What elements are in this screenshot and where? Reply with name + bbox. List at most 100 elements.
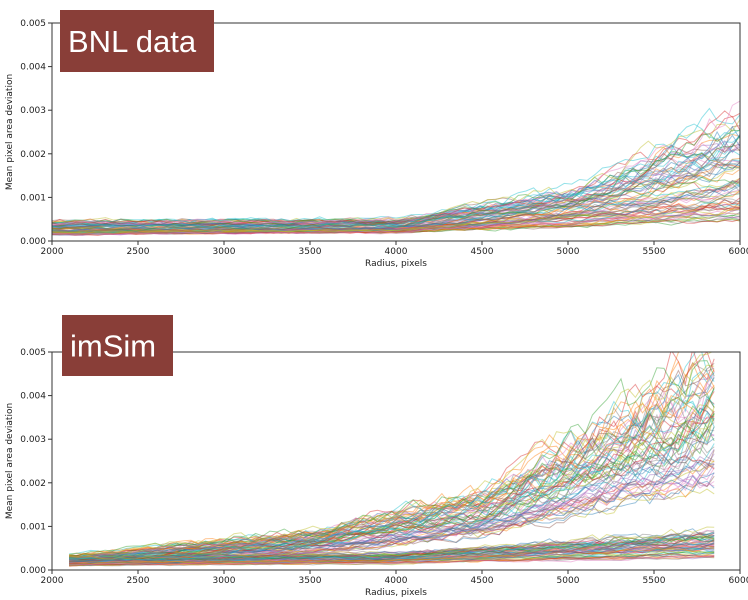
series-line: [69, 554, 715, 567]
series-line: [69, 554, 715, 565]
series-line: [69, 352, 713, 556]
series-line: [52, 183, 740, 231]
series-line: [69, 534, 715, 560]
series-line: [52, 207, 740, 235]
badge-label: imSim: [70, 329, 156, 364]
x-tick-label: 4500: [471, 576, 494, 586]
series-line: [52, 185, 740, 233]
series-line: [69, 434, 715, 562]
series-line: [69, 352, 715, 557]
series-line: [69, 553, 715, 566]
series-line: [52, 161, 740, 229]
series-line: [69, 551, 715, 566]
series-line: [69, 551, 715, 566]
series-line: [69, 535, 715, 560]
x-tick-label: 2500: [127, 247, 150, 257]
series-line: [69, 532, 715, 561]
series-line: [69, 554, 715, 566]
x-tick-label: 2500: [127, 576, 150, 586]
series-line: [69, 417, 715, 561]
series-line: [69, 472, 715, 565]
series-line: [69, 398, 715, 561]
x-tick-label: 5000: [557, 247, 580, 257]
series-line: [69, 429, 715, 565]
series-line: [69, 488, 715, 567]
series-line: [52, 218, 740, 235]
y-axis-label: Mean pixel area deviation: [5, 403, 15, 519]
series-line: [69, 535, 715, 563]
series-line: [52, 145, 740, 229]
series-line: [69, 547, 715, 563]
y-ticks: 0.000 0.001 0.002 0.003 0.004 0.005: [20, 19, 52, 247]
series-line: [69, 542, 715, 563]
series-line: [69, 542, 715, 563]
series-line: [69, 536, 715, 563]
series-line: [52, 180, 740, 233]
series-line: [52, 203, 740, 232]
series-line: [69, 463, 715, 566]
series-line: [69, 545, 715, 563]
series-line: [69, 545, 715, 564]
series-line: [69, 460, 715, 567]
x-tick-label: 2000: [41, 576, 64, 586]
series-line: [52, 162, 740, 227]
series-line: [69, 536, 715, 563]
series-line: [69, 539, 715, 562]
series-line: [69, 530, 715, 560]
series-line: [69, 395, 715, 560]
series-line: [69, 407, 715, 560]
series-line: [69, 371, 715, 560]
series-line: [69, 532, 715, 560]
series-line: [52, 125, 740, 226]
series-line: [69, 551, 715, 564]
x-tick-label: 4000: [385, 247, 408, 257]
x-tick-label: 5000: [557, 576, 580, 586]
y-tick-label: 0.005: [20, 348, 46, 358]
x-tick-label: 4500: [471, 247, 494, 257]
x-tick-label: 5500: [643, 576, 666, 586]
series-line: [69, 542, 715, 563]
series-line: [52, 133, 740, 229]
series-line: [69, 542, 715, 563]
series-line: [69, 352, 694, 556]
series-line: [69, 459, 715, 566]
series-line: [52, 107, 740, 224]
series-line: [69, 404, 715, 562]
series-line: [69, 534, 715, 560]
series-line: [52, 213, 740, 234]
x-tick-label: 2000: [41, 247, 64, 257]
series-line: [69, 413, 715, 562]
series-line: [69, 478, 715, 566]
series-line: [69, 369, 715, 558]
series-line: [69, 415, 715, 561]
series-line: [52, 158, 740, 231]
x-tick-label: 3500: [299, 576, 322, 586]
series-line: [69, 387, 715, 562]
series-line: [69, 382, 715, 561]
series-line: [52, 140, 740, 229]
series-line: [52, 204, 740, 237]
series-line: [69, 467, 715, 564]
series-line: [52, 159, 740, 231]
series-line: [69, 536, 715, 561]
series-line: [52, 203, 740, 232]
series-line: [69, 406, 715, 563]
y-axis-label: Mean pixel area deviation: [5, 74, 15, 190]
series-line: [52, 180, 740, 233]
series-line: [69, 411, 715, 563]
series-line: [69, 533, 715, 562]
y-tick-label: 0.005: [20, 19, 46, 29]
series-line: [69, 413, 715, 561]
series-line: [52, 208, 740, 233]
series-line: [69, 529, 715, 561]
series-line: [69, 472, 715, 565]
series-line: [52, 196, 740, 233]
series-layer: [69, 352, 715, 567]
series-line: [52, 209, 740, 236]
series-line: [69, 360, 715, 557]
series-line: [69, 538, 715, 561]
x-axis-label: Radius, pixels: [365, 259, 427, 269]
